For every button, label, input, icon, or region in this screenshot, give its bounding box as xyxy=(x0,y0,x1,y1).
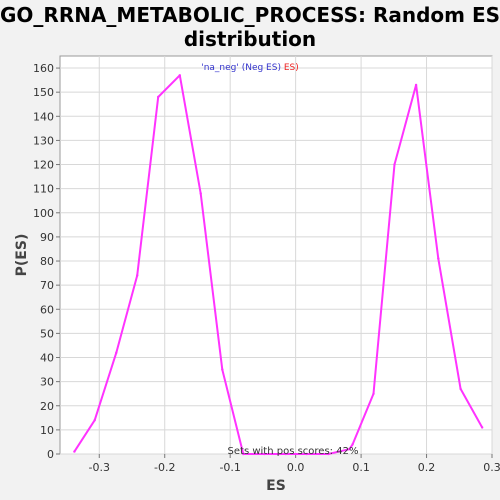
x-tick-label: 0.2 xyxy=(418,461,436,474)
data-point xyxy=(437,257,440,260)
plot-area xyxy=(59,55,493,455)
x-tick-label: 0.1 xyxy=(352,461,370,474)
data-point xyxy=(242,452,245,456)
y-tick-label: 120 xyxy=(33,159,54,172)
data-point xyxy=(305,452,308,456)
x-axis-title: ES xyxy=(266,478,286,494)
pos-scores-annotation: Sets with pos scores: 42% xyxy=(228,446,359,457)
y-tick-label: 0 xyxy=(47,448,54,461)
x-axis-ticks: -0.3 -0.2 -0.1 0.0 0.1 0.2 0.3 xyxy=(89,454,500,474)
x-tick-label: -0.1 xyxy=(219,461,240,474)
y-tick-label: 70 xyxy=(40,279,54,292)
y-tick-label: 140 xyxy=(33,110,54,123)
data-point xyxy=(178,74,181,77)
data-point xyxy=(372,392,375,395)
data-point xyxy=(393,163,396,166)
y-axis-ticks: 0 10 20 30 40 50 60 70 80 90 100 110 120 130 140 150 160 xyxy=(33,62,60,461)
y-tick-label: 100 xyxy=(33,207,54,220)
data-point xyxy=(93,419,96,422)
data-point xyxy=(136,274,139,277)
data-point xyxy=(327,452,330,456)
y-tick-label: 40 xyxy=(40,352,54,365)
y-tick-label: 110 xyxy=(33,183,54,196)
legend-entry-neg-es: 'na_neg' (Neg ES) xyxy=(201,63,281,73)
y-tick-label: 10 xyxy=(40,424,54,437)
data-point xyxy=(348,447,351,451)
data-point xyxy=(156,95,160,99)
x-tick-label: 0.3 xyxy=(483,461,500,474)
y-tick-label: 30 xyxy=(40,376,54,389)
y-axis-title: P(ES) xyxy=(14,234,30,277)
series-layer xyxy=(73,74,484,456)
y-tick-label: 160 xyxy=(33,62,54,75)
legend-entry-es: ES) xyxy=(284,63,299,73)
data-point xyxy=(351,443,354,446)
chart-title-line2: distribution xyxy=(184,27,316,51)
data-point xyxy=(459,387,462,391)
data-point xyxy=(115,351,118,354)
data-point xyxy=(221,368,224,371)
x-tick-label: -0.3 xyxy=(89,461,110,474)
y-tick-label: 20 xyxy=(40,400,54,413)
data-point xyxy=(284,452,288,456)
y-tick-label: 90 xyxy=(40,231,54,244)
legend: 'na_neg' (Neg ES) ES) xyxy=(201,63,299,73)
grid-lines xyxy=(60,56,493,455)
data-point xyxy=(199,192,202,195)
x-tick-label: -0.2 xyxy=(154,461,175,474)
data-point xyxy=(414,83,418,87)
data-point xyxy=(73,450,76,453)
y-tick-label: 60 xyxy=(40,303,54,316)
y-tick-label: 130 xyxy=(33,134,54,147)
x-tick-label: 0.0 xyxy=(287,461,305,474)
chart-title-line1: GO_RRNA_METABOLIC_PROCESS: Random ES xyxy=(0,3,500,27)
y-tick-label: 80 xyxy=(40,255,54,268)
data-point xyxy=(263,452,266,456)
y-tick-label: 150 xyxy=(33,86,54,99)
data-point xyxy=(480,426,484,429)
y-tick-label: 50 xyxy=(40,327,54,340)
